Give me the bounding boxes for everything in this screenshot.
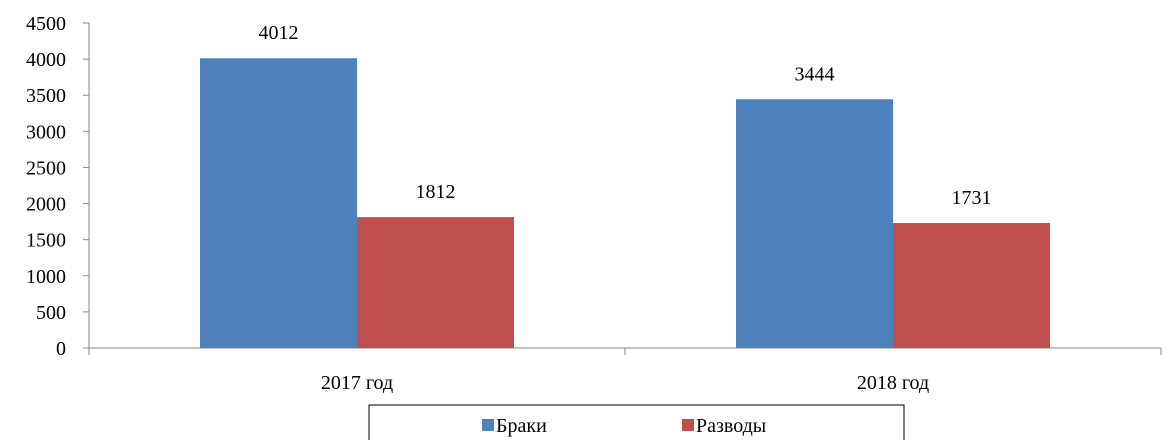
y-tick-label: 2500 bbox=[26, 157, 66, 179]
y-tick-label: 1000 bbox=[26, 266, 66, 288]
x-tick-label: 2017 год bbox=[321, 372, 393, 394]
data-label: 4012 bbox=[259, 22, 299, 44]
legend: Браки Разводы bbox=[368, 404, 905, 440]
y-tick-label: 1500 bbox=[26, 230, 66, 252]
data-labels: 4012 1812 3444 1731 bbox=[259, 22, 992, 209]
data-label: 1812 bbox=[416, 181, 456, 203]
legend-label: Браки bbox=[496, 415, 547, 437]
legend-swatch bbox=[482, 419, 494, 431]
bar-razvody-1 bbox=[893, 222, 1050, 348]
y-tick-label: 0 bbox=[56, 338, 66, 360]
y-tick-label: 3500 bbox=[26, 85, 66, 107]
y-tick-label: 4000 bbox=[26, 49, 66, 71]
y-tick-label: 4500 bbox=[26, 13, 66, 35]
data-label: 3444 bbox=[795, 63, 835, 85]
legend-swatch bbox=[682, 419, 694, 431]
legend-box bbox=[368, 404, 905, 440]
bars bbox=[200, 58, 1050, 349]
x-axis: 2017 год 2018 год bbox=[88, 347, 1162, 394]
y-axis: 0 500 1000 1500 2000 2500 3000 3500 4000 4500 bbox=[26, 13, 90, 360]
y-tick-label: 3000 bbox=[26, 121, 66, 143]
bar-braki-1 bbox=[736, 99, 893, 349]
y-tick-label: 2000 bbox=[26, 194, 66, 216]
bar-razvody-0 bbox=[357, 217, 514, 348]
data-label: 1731 bbox=[952, 187, 992, 209]
x-tick-label: 2018 год bbox=[857, 372, 929, 394]
bar-braki-0 bbox=[200, 58, 357, 348]
y-tick-label: 500 bbox=[36, 302, 66, 324]
legend-label: Разводы bbox=[696, 415, 766, 437]
